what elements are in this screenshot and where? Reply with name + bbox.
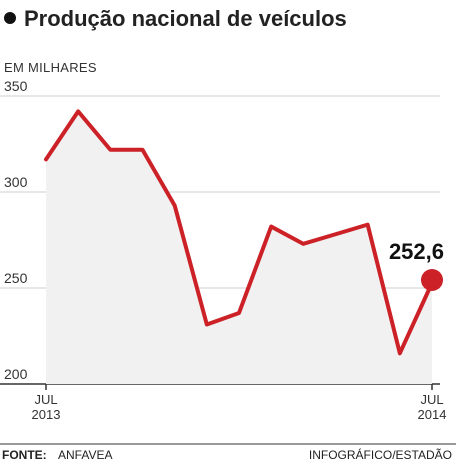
y-tick-label: 300 <box>4 174 28 190</box>
area-fill <box>46 111 432 385</box>
x-tick-label: 2013 <box>32 407 61 422</box>
y-axis-ticks: 200 250 300 350 <box>4 78 28 382</box>
y-tick-label: 200 <box>4 366 28 382</box>
y-tick-label: 250 <box>4 270 28 286</box>
chart-title: Produção nacional de veículos <box>24 6 347 31</box>
x-tick-label: JUL <box>34 392 57 407</box>
footer-source-name: ANFAVEA <box>58 448 112 462</box>
y-tick-label: 350 <box>4 78 28 94</box>
last-point-marker <box>421 269 443 292</box>
last-value-label: 252,6 <box>389 239 444 264</box>
footer-source-label: FONTE: <box>2 448 47 462</box>
series-line <box>44 109 434 356</box>
x-tick-label: 2014 <box>418 407 447 422</box>
unit-label: EM MILHARES <box>4 60 97 75</box>
title-bullet-icon <box>4 12 16 24</box>
x-tick-label: JUL <box>420 392 443 407</box>
footer-credit: INFOGRÁFICO/ESTADÃO <box>309 447 452 462</box>
